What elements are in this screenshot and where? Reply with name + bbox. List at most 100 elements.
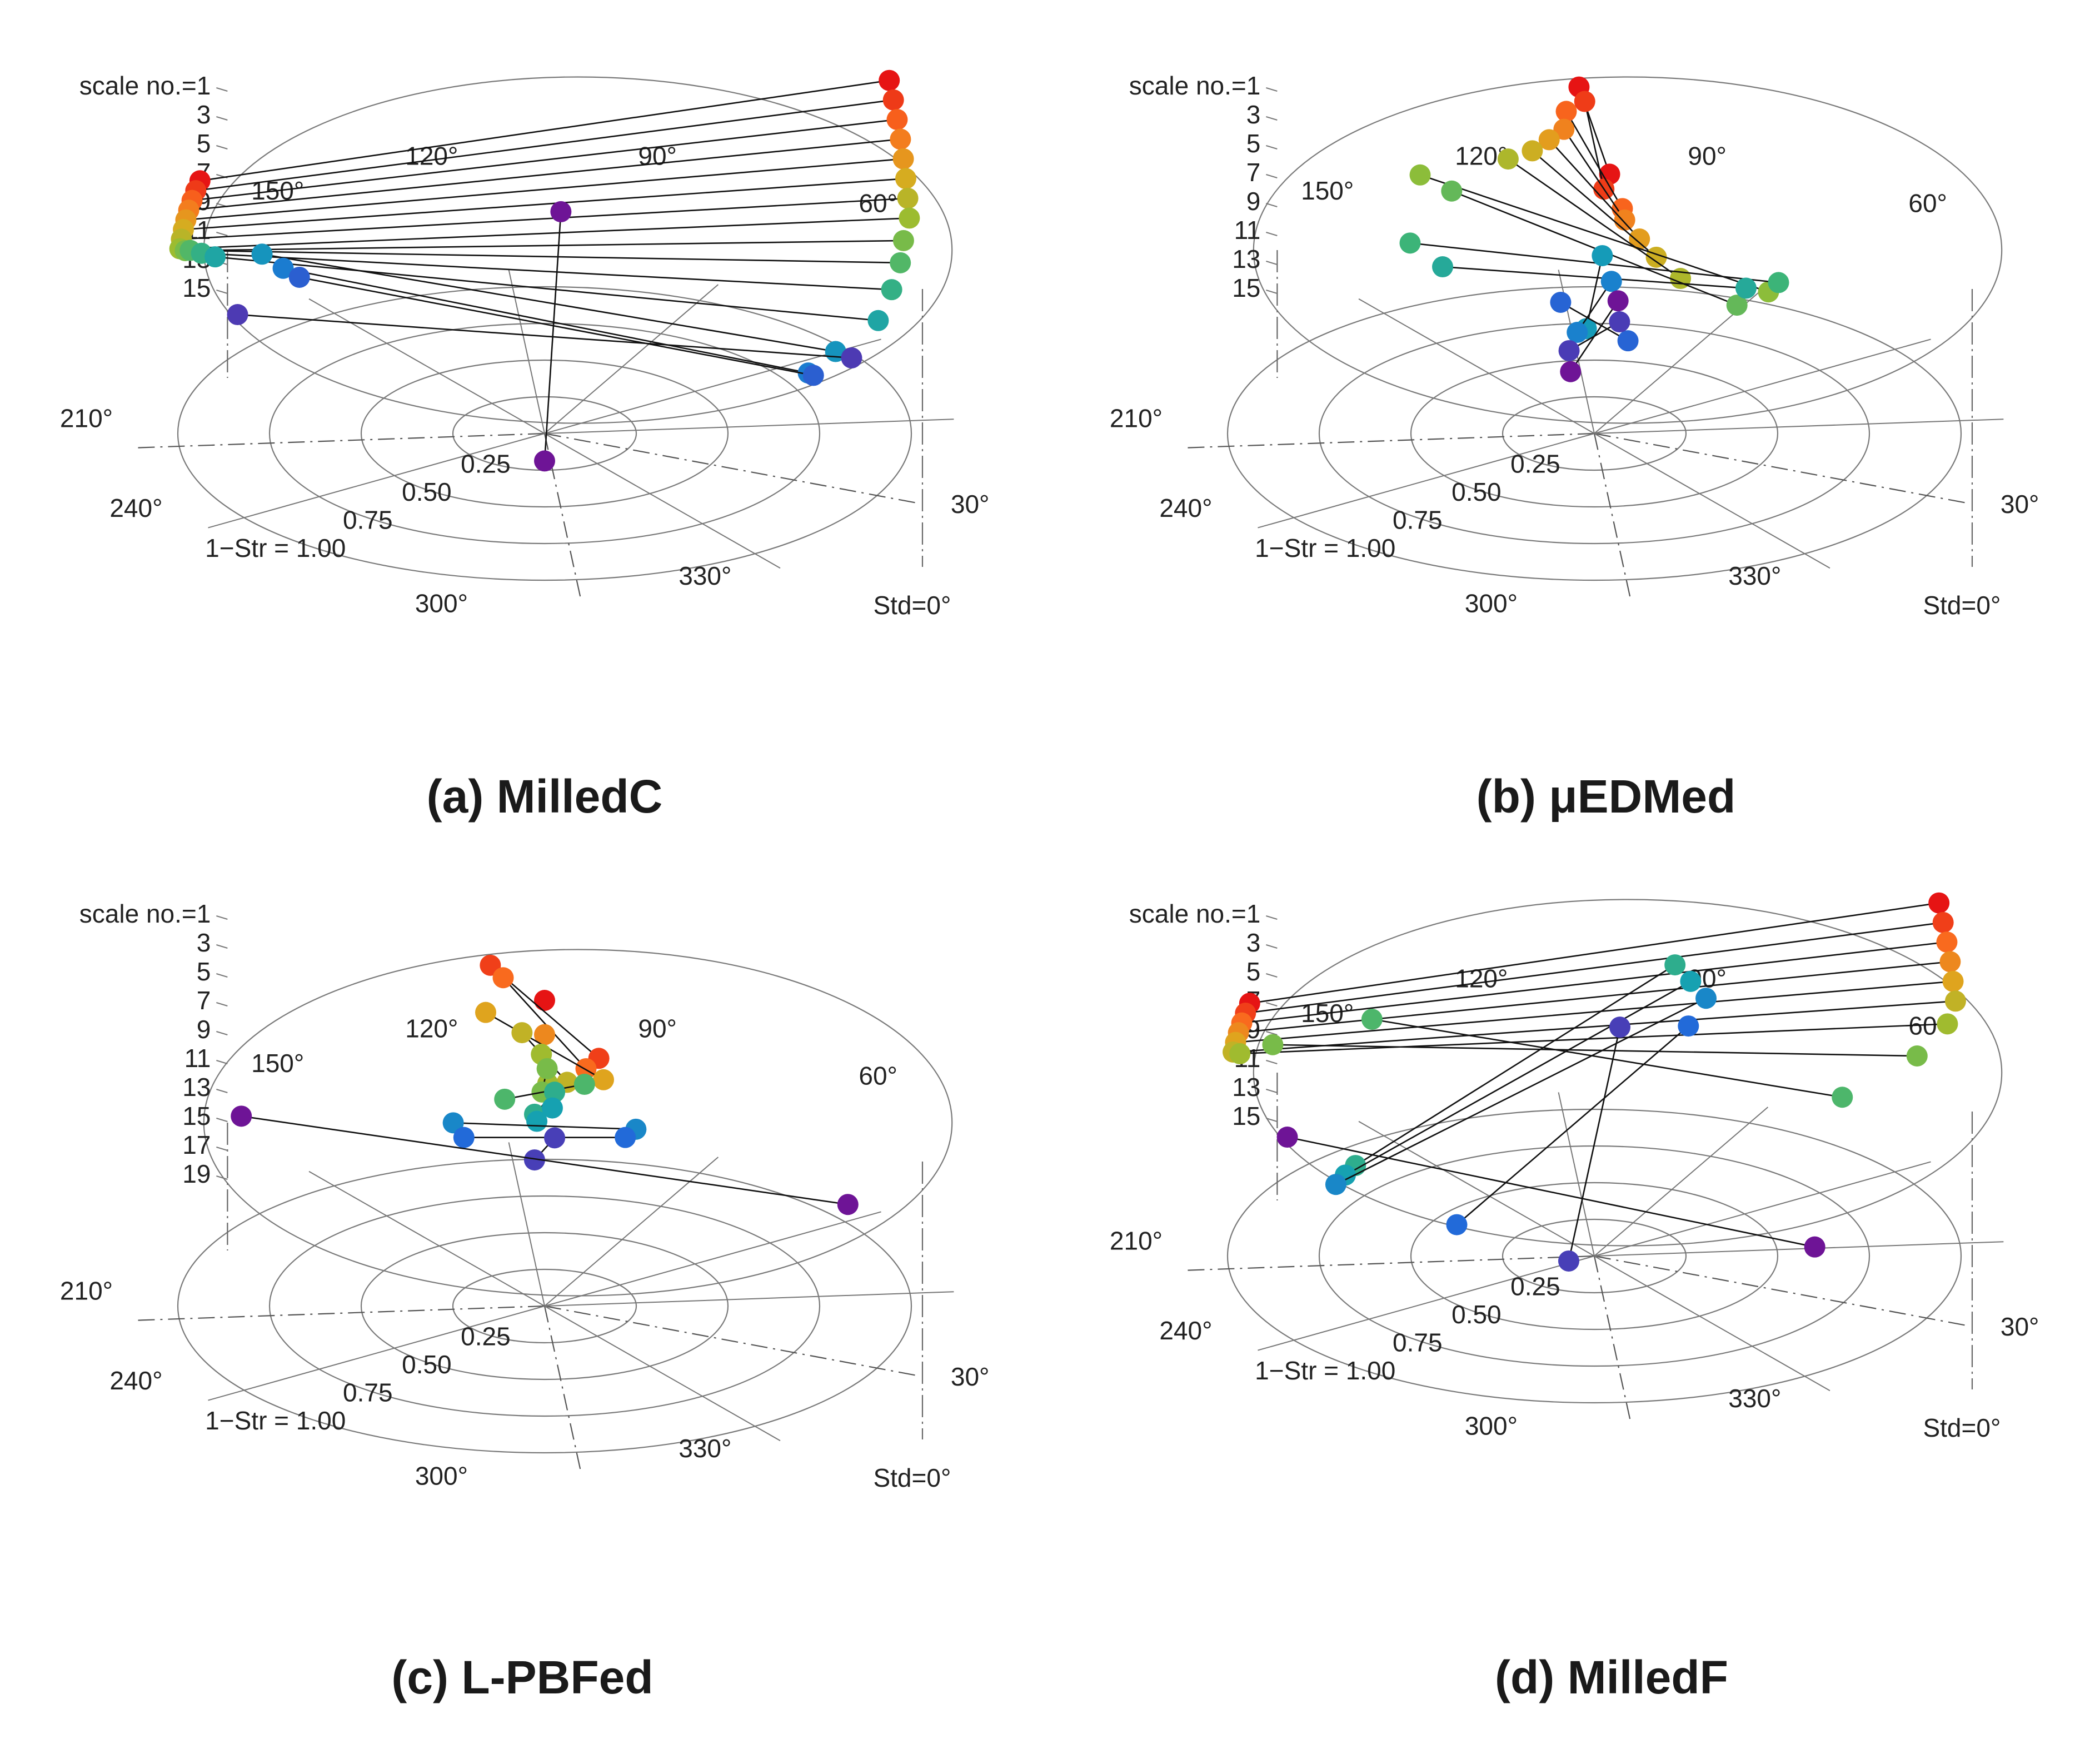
vertical-tick-label: 15 (182, 273, 211, 302)
scale-link (181, 197, 908, 240)
angle-tick-label: 120° (405, 1014, 458, 1043)
scale-link (1273, 1044, 1917, 1057)
vertical-tick-label: 15 (1232, 1102, 1260, 1130)
vertical-tick-label: 9 (1246, 187, 1261, 216)
angle-spoke (543, 1305, 581, 1470)
vertical-tick-label: 3 (197, 100, 211, 129)
scale-link (1245, 921, 1943, 1014)
scale-link (241, 1115, 848, 1205)
radial-tick-label: 0.25 (1510, 450, 1560, 479)
data-point (541, 1097, 563, 1119)
data-point (1558, 340, 1580, 361)
data-point (1678, 1015, 1699, 1037)
std-zero-label: Std=0° (1923, 591, 2001, 620)
top-ring (203, 949, 953, 1297)
angle-spoke (135, 1305, 545, 1321)
scale-link (543, 211, 562, 461)
vertical-tick-label: 9 (197, 1015, 211, 1044)
scale-link (1548, 139, 1640, 240)
angle-spoke (544, 432, 917, 504)
angle-tick-label: 120° (1455, 964, 1508, 993)
angle-spoke (544, 1291, 954, 1307)
angle-spoke (308, 298, 545, 434)
data-point (1361, 1009, 1383, 1030)
data-point (1629, 228, 1650, 250)
angle-tick-label: 240° (109, 1366, 162, 1395)
data-point (1262, 1034, 1284, 1055)
data-point (890, 128, 911, 150)
angle-tick-label: 240° (109, 494, 162, 522)
top-ring (1253, 899, 2003, 1247)
data-point (879, 69, 900, 91)
vertical-tick-label: 13 (1232, 245, 1260, 273)
angle-spoke (508, 270, 545, 434)
data-point (550, 201, 572, 222)
scale-link (1410, 242, 1779, 283)
data-point (1614, 209, 1635, 231)
scale-link (1233, 1000, 1956, 1053)
data-point (1553, 118, 1575, 140)
radial-ring (268, 1195, 821, 1417)
angle-spoke (1185, 432, 1595, 449)
angle-tick-label: 210° (60, 1276, 113, 1305)
vertical-tick-label: 5 (1246, 129, 1261, 158)
radial-tick-label: 0.75 (343, 1378, 393, 1407)
angle-spoke (1594, 1161, 1931, 1257)
data-point (1538, 129, 1560, 151)
radial-ring (360, 359, 729, 508)
vertical-tick-label: 5 (197, 957, 211, 986)
scale-link (1287, 1136, 1815, 1248)
angle-tick-label: 150° (1301, 176, 1354, 205)
scale-link (188, 138, 901, 211)
vertical-tick-label: 3 (197, 928, 211, 957)
vertical-tick (216, 145, 228, 150)
data-point (892, 230, 914, 251)
vertical-tick-label: 7 (1246, 158, 1261, 187)
radial-tick-label: 0.50 (1451, 1300, 1502, 1329)
data-point (1928, 892, 1950, 914)
vertical-tick (1266, 1089, 1278, 1093)
vertical-tick (1266, 1031, 1278, 1035)
data-point (890, 252, 911, 273)
radial-tick-label: 0.50 (402, 477, 452, 506)
data-point (534, 1024, 555, 1045)
data-point (1937, 1013, 1958, 1035)
data-point (511, 1022, 533, 1044)
std-zero-label: Std=0° (1923, 1413, 2001, 1442)
angle-spoke (544, 1305, 781, 1442)
vertical-tick (1266, 973, 1278, 978)
scale-link (1335, 998, 1707, 1185)
angle-spoke (544, 433, 781, 569)
radial-tick-label: 0.75 (343, 506, 393, 535)
angle-spoke (1593, 1255, 1631, 1420)
panel-b-plot: scale no.=1357911131530°60°90°120°150°21… (1110, 71, 2039, 620)
angle-tick-label: 210° (1110, 1226, 1163, 1255)
vertical-tick (216, 1089, 228, 1093)
scale-link (1240, 1023, 1948, 1055)
data-point (1550, 291, 1572, 313)
angle-spoke (208, 433, 545, 529)
panel-d-plot: scale no.=1357911131530°60°90°120°150°21… (1110, 892, 2039, 1442)
scale-link (1563, 128, 1625, 221)
angle-tick-label: 240° (1159, 1316, 1212, 1345)
angle-spoke (543, 433, 581, 597)
vertical-tick (216, 973, 228, 978)
angle-tick-label: 300° (415, 589, 468, 618)
angle-tick-label: 300° (1465, 1412, 1518, 1441)
data-point (544, 1127, 566, 1149)
vertical-tick (216, 1060, 228, 1064)
radial-tick-label: 0.75 (1393, 506, 1443, 535)
radial-ring (1410, 359, 1779, 508)
scale-link (196, 99, 894, 192)
data-point (1592, 245, 1613, 266)
radial-ring (177, 286, 912, 581)
data-point (1432, 256, 1454, 278)
scale-link (1371, 1018, 1843, 1098)
data-point (1906, 1045, 1928, 1067)
angle-spoke (1358, 1120, 1595, 1257)
angle-spoke (1593, 433, 1631, 597)
vertical-tick (216, 232, 228, 236)
scale-link (1508, 158, 1681, 280)
data-point (1768, 272, 1789, 293)
data-point (494, 1088, 516, 1110)
